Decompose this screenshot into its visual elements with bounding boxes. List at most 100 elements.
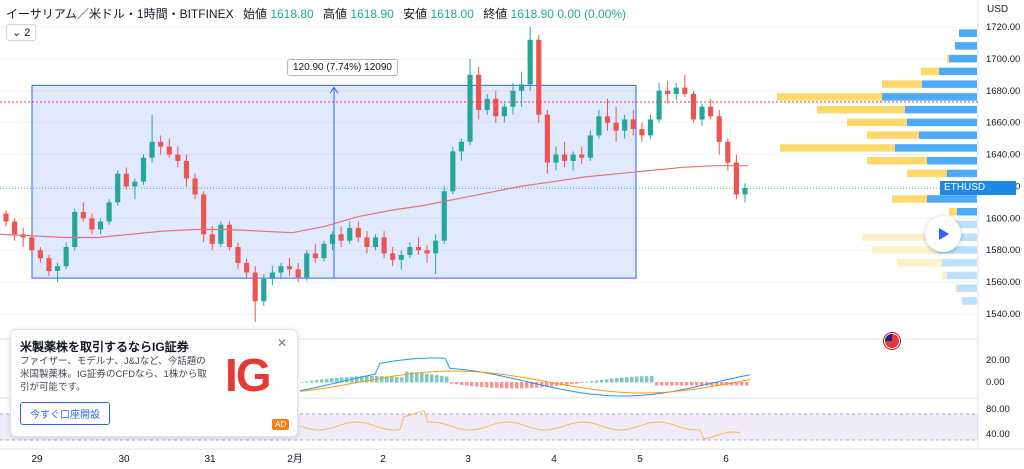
candle bbox=[596, 116, 602, 136]
low-label: 安値 bbox=[403, 7, 428, 21]
macd-histogram-bar bbox=[340, 377, 344, 383]
candle bbox=[158, 141, 164, 147]
us-flag-icon[interactable] bbox=[884, 333, 900, 349]
macd-histogram-bar bbox=[345, 376, 349, 383]
macd-histogram-bar bbox=[470, 382, 474, 387]
candle bbox=[209, 234, 215, 244]
macd-histogram-bar bbox=[335, 377, 339, 383]
candle bbox=[192, 178, 198, 195]
macd-histogram-bar bbox=[660, 382, 664, 386]
volume-profile-bar bbox=[959, 29, 977, 37]
candle bbox=[682, 87, 688, 94]
candle bbox=[510, 90, 516, 107]
macd-histogram-bar bbox=[400, 377, 404, 383]
macd-histogram-bar bbox=[355, 376, 359, 383]
chevron-down-icon: ⌄ bbox=[12, 27, 22, 39]
macd-histogram-bar bbox=[370, 376, 374, 383]
macd-histogram-bar bbox=[525, 382, 529, 389]
candle bbox=[175, 154, 181, 161]
volume-profile-bar bbox=[922, 80, 977, 88]
macd-histogram-bar bbox=[730, 382, 734, 386]
macd-histogram-bar bbox=[680, 382, 684, 386]
macd-histogram-bar bbox=[625, 377, 629, 383]
macd-histogram-bar bbox=[305, 381, 309, 383]
candle bbox=[12, 221, 18, 235]
macd-histogram-bar bbox=[435, 375, 439, 383]
volume-profile-bar bbox=[862, 233, 932, 241]
collapse-indicators-button[interactable]: ⌄ 2 bbox=[6, 24, 37, 41]
candle bbox=[140, 157, 147, 182]
candle bbox=[235, 247, 241, 263]
macd-histogram-bar bbox=[410, 372, 414, 383]
candle bbox=[639, 129, 645, 136]
candle bbox=[364, 237, 370, 248]
volume-profile-bar bbox=[949, 207, 957, 216]
x-tick-label: 2月 bbox=[287, 453, 303, 465]
candle bbox=[665, 90, 671, 94]
macd-histogram-bar bbox=[600, 379, 604, 383]
volume-profile-bar bbox=[882, 93, 977, 101]
volume-profile-bar bbox=[921, 67, 939, 76]
macd-histogram-bar bbox=[475, 382, 479, 387]
candle bbox=[690, 93, 697, 120]
open-label: 始値 bbox=[242, 7, 267, 21]
close-label: 終値 bbox=[483, 7, 508, 21]
macd-histogram-bar bbox=[390, 376, 394, 383]
ad-body: ファイザー、モデルナ、J&Jなど、今話題の米国製薬株。IG証券のCFDなら、1株… bbox=[20, 356, 207, 393]
candle bbox=[519, 84, 525, 91]
candle bbox=[587, 135, 593, 158]
volume-profile-bar bbox=[957, 284, 977, 292]
macd-histogram-bar bbox=[570, 382, 574, 385]
macd-histogram-bar bbox=[700, 382, 704, 386]
play-button[interactable] bbox=[925, 216, 961, 252]
macd-histogram-bar bbox=[665, 382, 669, 386]
volume-profile-bar bbox=[892, 195, 927, 203]
indicator-count: 2 bbox=[24, 27, 31, 39]
candle bbox=[304, 253, 310, 278]
high-label: 高値 bbox=[323, 7, 348, 21]
candle bbox=[544, 114, 550, 163]
volume-profile-bar bbox=[957, 207, 977, 216]
macd-histogram-bar bbox=[445, 376, 449, 383]
open-account-button[interactable]: 今すぐ口座開設 bbox=[20, 402, 110, 425]
low-value: 1618.00 bbox=[430, 7, 474, 21]
macd-histogram-bar bbox=[595, 380, 599, 383]
candle bbox=[106, 202, 112, 222]
candle bbox=[493, 98, 499, 117]
candle bbox=[149, 141, 155, 158]
macd-histogram-bar bbox=[550, 382, 554, 387]
macd-histogram-bar bbox=[425, 373, 429, 383]
macd-histogram-bar bbox=[560, 382, 564, 386]
volume-profile-bar bbox=[867, 131, 919, 139]
macd-histogram-bar bbox=[495, 382, 499, 389]
candle bbox=[630, 119, 636, 130]
play-icon bbox=[939, 228, 949, 240]
volume-profile-bar bbox=[777, 93, 882, 101]
x-tick-label: 29 bbox=[31, 454, 43, 465]
volume-profile-bar bbox=[927, 156, 977, 165]
candle bbox=[673, 87, 679, 94]
candle bbox=[347, 227, 353, 241]
candle bbox=[29, 237, 35, 251]
x-tick-label: 6 bbox=[723, 454, 729, 465]
x-tick-label: 5 bbox=[637, 454, 643, 465]
rsi-tick-label: 40.00 bbox=[986, 429, 1010, 440]
candle bbox=[579, 154, 585, 158]
macd-histogram-bar bbox=[580, 382, 584, 383]
y-tick-label: 1680.00 bbox=[986, 86, 1020, 97]
macd-histogram-bar bbox=[675, 382, 679, 386]
x-tick-label: 30 bbox=[118, 454, 130, 465]
volume-profile-bar bbox=[942, 220, 977, 229]
macd-histogram-bar bbox=[565, 382, 569, 385]
candle bbox=[183, 160, 190, 179]
open-value: 1618.80 bbox=[270, 7, 314, 21]
last-price-badge: ETHUSD 1618.90 bbox=[940, 181, 1016, 207]
volume-profile-bar bbox=[947, 54, 949, 63]
volume-profile-bar bbox=[907, 118, 977, 127]
volume-profile-bar bbox=[907, 169, 947, 178]
volume-profile-bar bbox=[927, 195, 977, 203]
candle bbox=[372, 237, 379, 248]
close-icon[interactable]: ✕ bbox=[277, 336, 288, 350]
candle bbox=[278, 266, 284, 273]
